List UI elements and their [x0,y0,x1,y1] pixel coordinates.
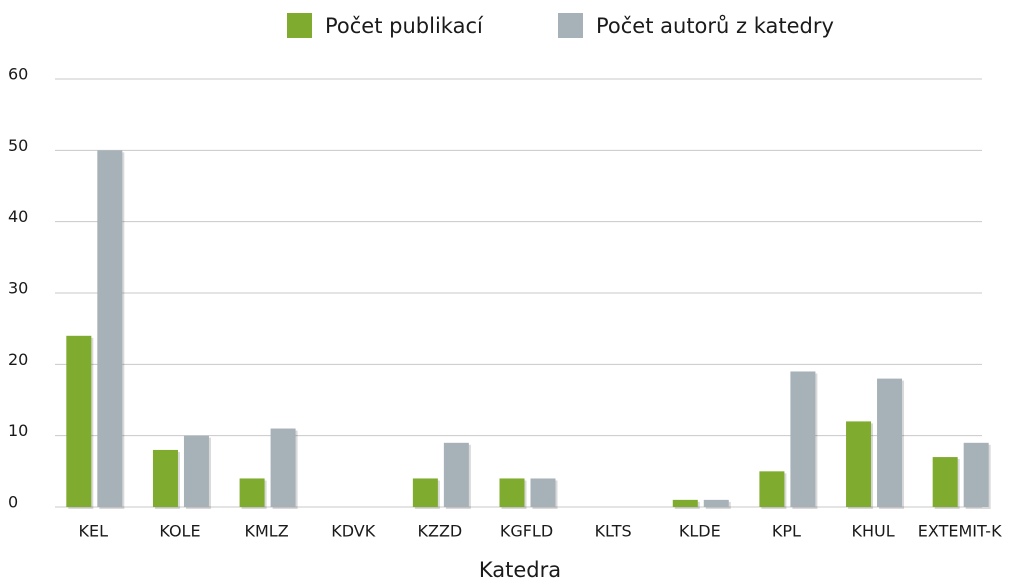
x-tick-label: KLTS [595,522,632,541]
x-tick-label: KGFLD [500,522,553,541]
x-tick-label: KMLZ [245,522,289,541]
bar [932,457,958,507]
bar [239,478,265,507]
y-tick-label: 10 [8,421,28,440]
x-tick-label: EXTEMIT-K [918,522,1002,541]
bar [270,428,296,507]
x-tick-label: KZZD [417,522,462,541]
legend-swatch [558,13,583,38]
y-tick-label: 50 [8,136,28,155]
x-tick-label: KEL [79,522,109,541]
bar [152,449,178,507]
bar [66,335,92,507]
bar [846,421,872,507]
bar [790,371,816,507]
y-tick-label: 20 [8,350,28,369]
y-tick-label: 30 [8,279,28,298]
y-tick-label: 0 [8,493,18,512]
bar [703,499,729,507]
x-tick-label: KLDE [679,522,721,541]
bar [530,478,556,507]
bar [499,478,525,507]
bar [877,378,903,507]
bar [97,150,123,508]
bar [412,478,438,507]
bar [672,499,698,507]
x-tick-label: KDVK [331,522,375,541]
x-tick-label: KHUL [851,522,894,541]
bar [183,435,209,507]
bar [963,442,989,507]
bar [443,442,469,507]
legend-label: Počet autorů z katedry [596,14,834,38]
x-tick-label: KOLE [159,522,200,541]
x-tick-label: KPL [772,522,801,541]
y-tick-label: 40 [8,207,28,226]
legend-swatch [287,13,312,38]
legend-label: Počet publikací [325,14,484,38]
y-tick-label: 60 [8,65,28,84]
x-axis-label: Katedra [479,558,561,582]
bar [759,471,785,507]
